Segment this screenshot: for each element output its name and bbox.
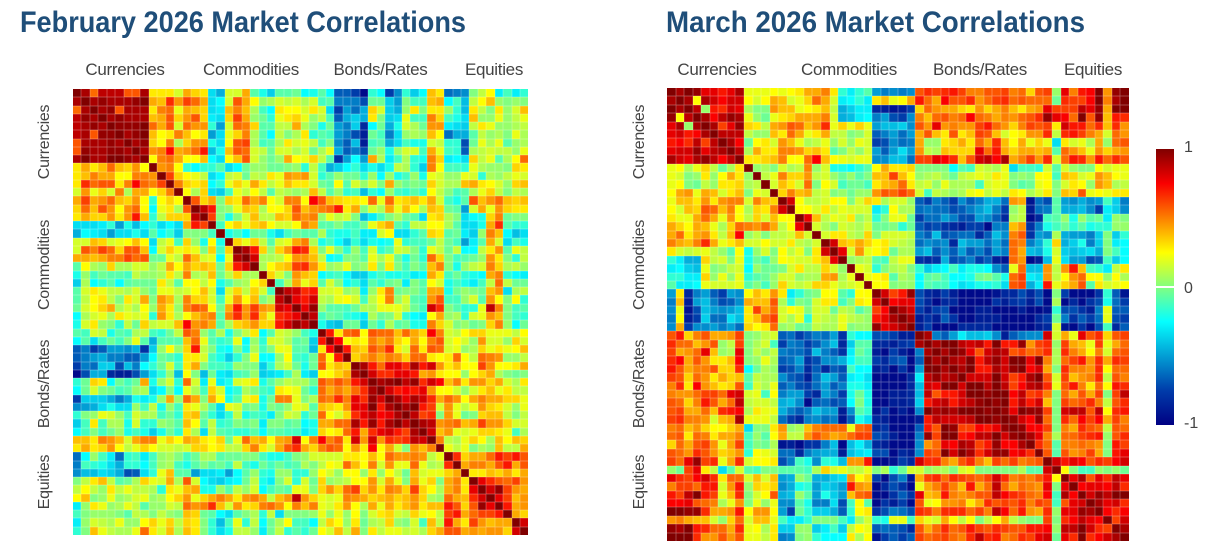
svg-text:Commodities: Commodities (801, 60, 897, 79)
svg-text:Equities: Equities (1064, 60, 1122, 79)
svg-text:1: 1 (1184, 139, 1193, 156)
svg-text:Bonds/Rates: Bonds/Rates (933, 60, 1027, 79)
svg-text:Equities: Equities (465, 60, 523, 79)
svg-text:-1: -1 (1184, 415, 1198, 432)
svg-text:Currencies: Currencies (85, 60, 164, 79)
svg-text:February 2026 Market Correlati: February 2026 Market Correlations (20, 6, 466, 39)
svg-text:Bonds/Rates: Bonds/Rates (631, 340, 648, 429)
svg-text:Equities: Equities (631, 454, 648, 509)
svg-text:Currencies: Currencies (677, 60, 756, 79)
svg-text:Commodities: Commodities (203, 60, 299, 79)
svg-text:Currencies: Currencies (631, 105, 648, 180)
svg-text:March 2026 Market Correlations: March 2026 Market Correlations (666, 6, 1085, 39)
svg-text:Equities: Equities (36, 454, 53, 509)
svg-text:Currencies: Currencies (36, 105, 53, 180)
svg-text:Bonds/Rates: Bonds/Rates (36, 340, 53, 429)
svg-text:Bonds/Rates: Bonds/Rates (333, 60, 427, 79)
svg-text:Commodities: Commodities (631, 220, 648, 310)
svg-text:0: 0 (1184, 280, 1193, 297)
svg-text:Commodities: Commodities (36, 220, 53, 310)
